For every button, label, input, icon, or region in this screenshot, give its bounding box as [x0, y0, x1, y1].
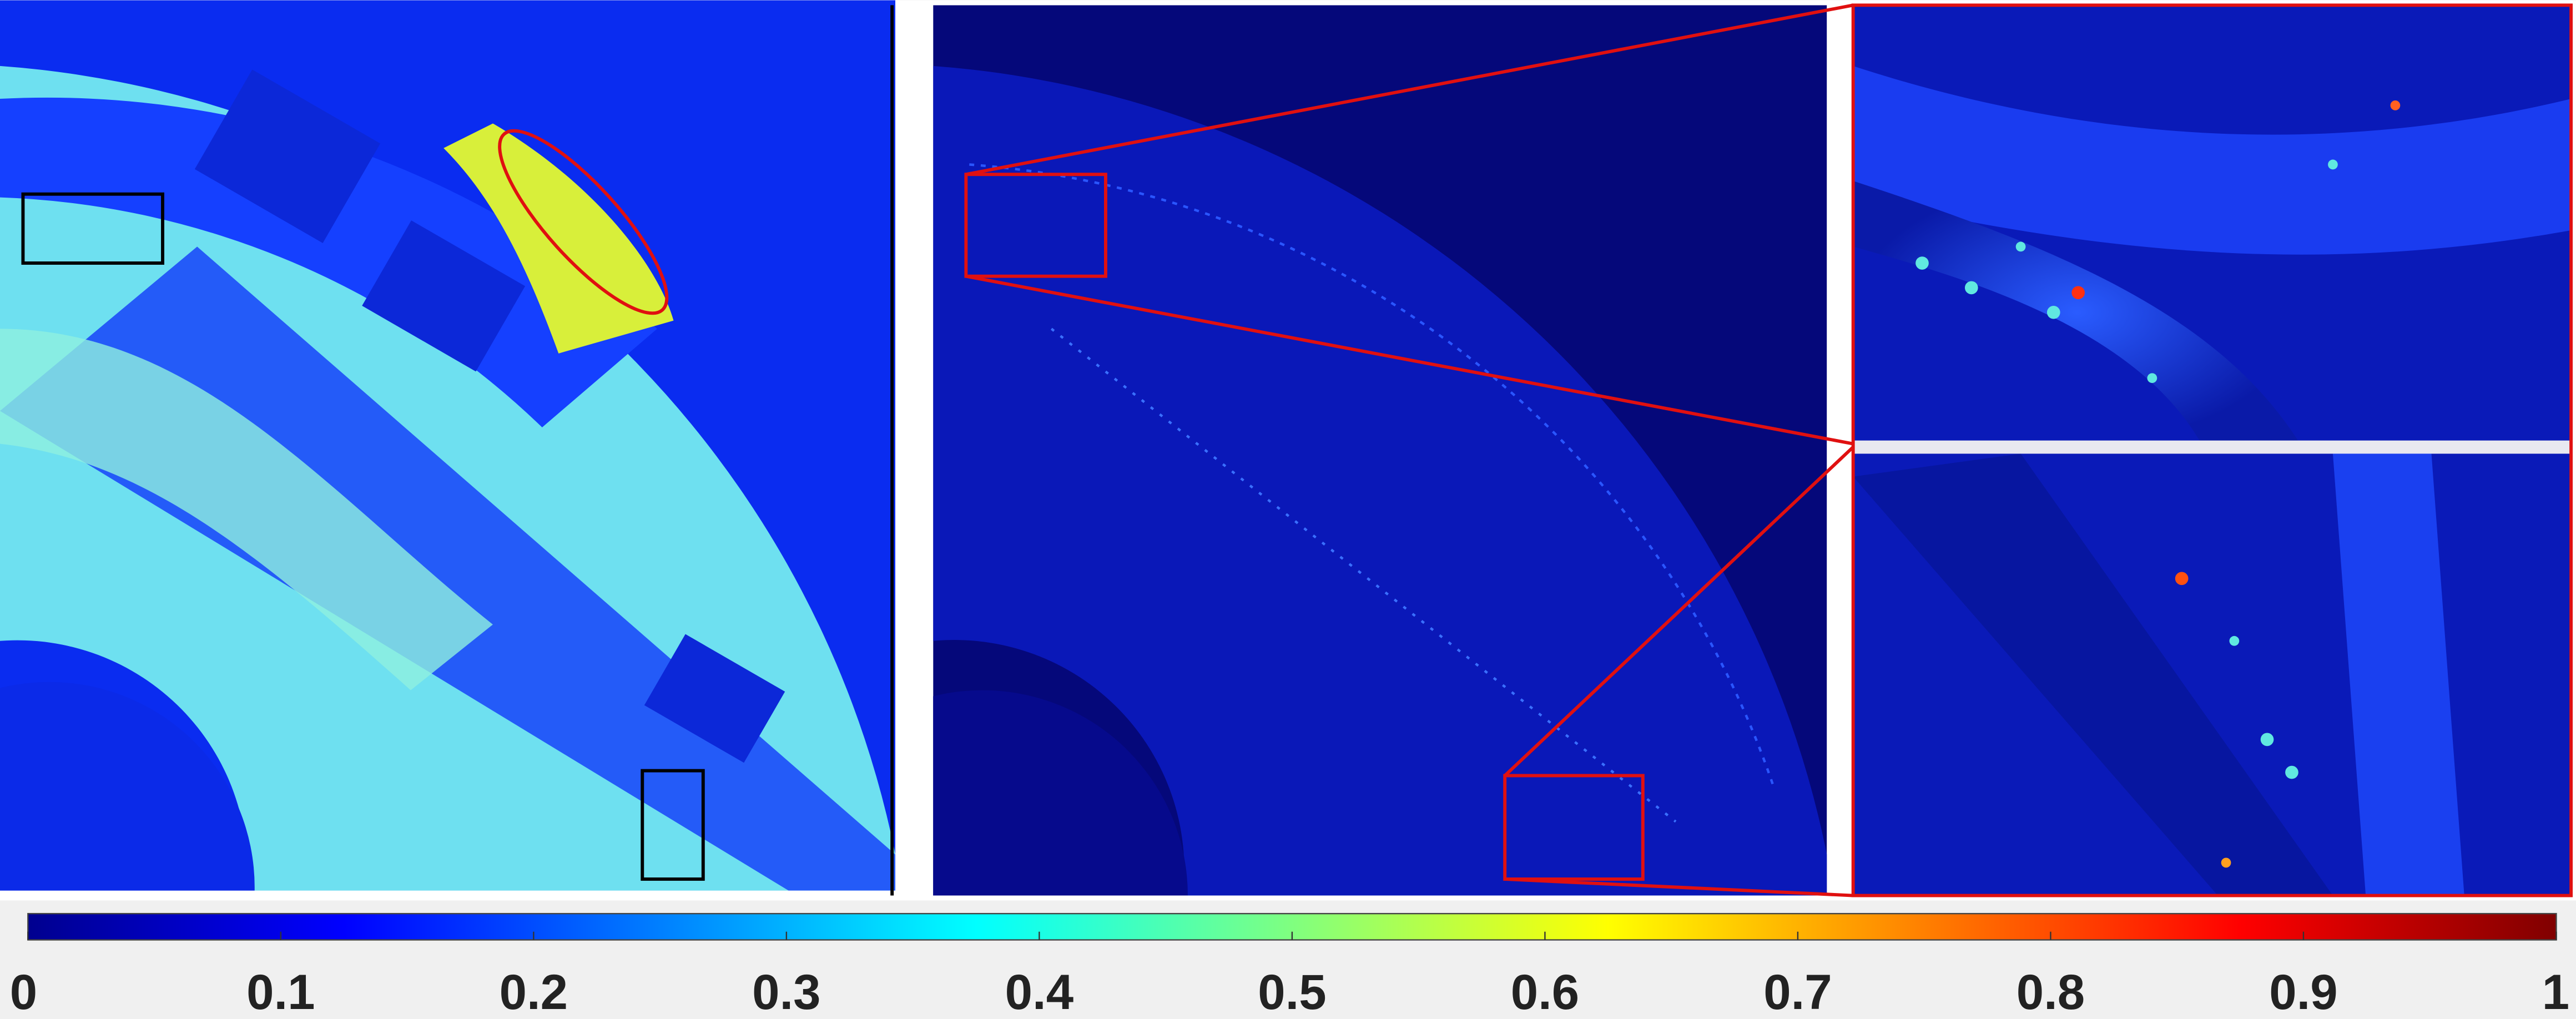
colorbar-tick-label: 0: [10, 965, 37, 1019]
left-error-map: [0, 0, 896, 891]
zoom-box: [964, 173, 1107, 278]
zoom-panel: [1853, 5, 2572, 896]
colorbar-tick-label: 0.3: [752, 965, 820, 1019]
colorbar-tick-label: 0.8: [2017, 965, 2085, 1019]
colorbar-tick-label: 0.6: [1511, 965, 1579, 1019]
colorbar-tick-label: 0.2: [500, 965, 568, 1019]
colorbar-tick-label: 1: [2542, 965, 2569, 1019]
zoom-lines: [965, 3, 1854, 897]
colorbar-tick-label: 0.9: [2269, 965, 2337, 1019]
colorbar-tick-label: 0.1: [246, 965, 315, 1019]
zoom-box: [1503, 774, 1645, 881]
colorbar-tick-label: 0.5: [1258, 965, 1326, 1019]
middle-error-map: [933, 5, 1827, 896]
colorbar-tick-label: 0.7: [1763, 965, 1832, 1019]
colorbar-tick-label: 0.4: [1005, 965, 1073, 1019]
